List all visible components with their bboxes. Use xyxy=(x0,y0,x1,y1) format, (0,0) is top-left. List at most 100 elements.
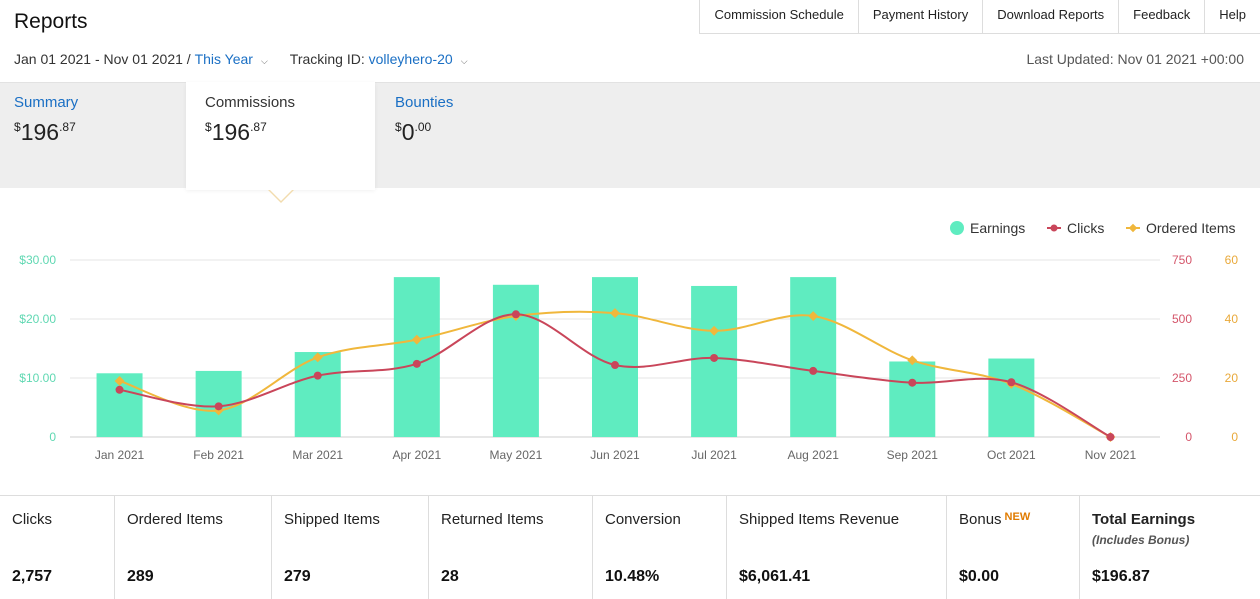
tab-label: Summary xyxy=(14,94,79,111)
feedback-link[interactable]: Feedback xyxy=(1119,0,1206,34)
tab-bounties[interactable]: Bounties $0.00 xyxy=(381,82,571,190)
download-reports-link[interactable]: Download Reports xyxy=(983,0,1120,34)
y-right-clicks-tick-label: 0 xyxy=(1185,430,1192,444)
point-clicks xyxy=(809,366,818,375)
tab-commissions[interactable]: Commissions $196.87 xyxy=(186,82,375,190)
x-tick-label: Sep 2021 xyxy=(887,448,939,462)
point-clicks xyxy=(214,402,223,411)
stat-value: 279 xyxy=(284,568,311,585)
x-tick-label: Mar 2021 xyxy=(292,448,343,462)
point-clicks xyxy=(908,378,917,387)
stat-label: Total Earnings xyxy=(1092,511,1196,528)
tab-amount: $0.00 xyxy=(395,119,432,145)
point-ordered-items xyxy=(907,355,918,366)
stat-clicks: Clicks 2,757 xyxy=(0,496,115,599)
x-tick-label: Apr 2021 xyxy=(392,448,441,462)
stat-shipped-items-revenue: Shipped Items Revenue $6,061.41 xyxy=(727,496,947,599)
bar-earnings xyxy=(492,284,539,437)
y-right-clicks-tick-label: 750 xyxy=(1172,253,1192,267)
stat-ordered-items: Ordered Items 289 xyxy=(115,496,272,599)
x-tick-label: Oct 2021 xyxy=(987,448,1036,462)
point-clicks xyxy=(115,385,124,394)
legend-label: Clicks xyxy=(1067,220,1104,236)
point-clicks xyxy=(1106,433,1115,441)
stat-value: 2,757 xyxy=(12,568,53,585)
period-dropdown[interactable]: This Year xyxy=(194,51,253,67)
point-clicks xyxy=(1007,378,1016,387)
tab-summary[interactable]: Summary $196.87 xyxy=(0,82,186,190)
stat-label: Ordered Items xyxy=(127,511,223,528)
y-left-tick-label: $30.00 xyxy=(19,253,56,267)
tab-label: Commissions xyxy=(205,94,296,111)
point-ordered-items xyxy=(114,376,125,386)
point-clicks xyxy=(611,361,619,370)
point-clicks xyxy=(313,371,322,380)
legend-label: Earnings xyxy=(970,220,1025,236)
chevron-down-icon[interactable]: ⌵ xyxy=(460,55,468,66)
stat-value: 10.48% xyxy=(605,568,660,585)
tracking-id-dropdown[interactable]: volleyhero-20 xyxy=(368,51,453,67)
point-clicks xyxy=(710,353,719,362)
x-tick-label: Nov 2021 xyxy=(1085,448,1137,462)
stat-value: 28 xyxy=(441,568,459,585)
stat-conversion: Conversion 10.48% xyxy=(593,496,727,599)
y-left-tick-label: $20.00 xyxy=(19,312,56,326)
new-badge: NEW xyxy=(1004,511,1031,523)
stat-total-earnings: Total Earnings (Includes Bonus) $196.87 xyxy=(1080,496,1260,599)
y-right-items-tick-label: 20 xyxy=(1225,371,1239,385)
stat-value: $6,061.41 xyxy=(739,568,811,585)
stat-returned-items: Returned Items 28 xyxy=(429,496,593,599)
stat-label: Clicks xyxy=(12,511,52,528)
tab-amount: $196.87 xyxy=(14,119,76,145)
y-left-tick-label: $10.00 xyxy=(19,371,56,385)
x-tick-label: Aug 2021 xyxy=(787,448,839,462)
last-updated-text: Last Updated: Nov 01 2021 +00:00 xyxy=(1026,51,1244,67)
bar-earnings xyxy=(294,352,341,437)
stats-bar: Clicks 2,757 Ordered Items 289 Shipped I… xyxy=(0,495,1260,599)
earnings-chart: 0 $10.00 $20.00 $30.00 0 250 500 750 0 20 40 60 Jan … xyxy=(0,200,1260,490)
y-right-clicks-tick-label: 500 xyxy=(1172,312,1192,326)
bar-earnings xyxy=(592,277,638,437)
x-tick-label: Jul 2021 xyxy=(691,448,737,462)
stat-bonus: Bonus NEW $0.00 xyxy=(947,496,1080,599)
stat-label: Shipped Items xyxy=(284,511,380,528)
date-range-text: Jan 01 2021 - Nov 01 2021 / xyxy=(14,51,191,67)
point-ordered-items xyxy=(709,325,720,336)
y-right-clicks-tick-label: 250 xyxy=(1172,371,1192,385)
tab-label: Bounties xyxy=(395,94,454,111)
stat-value: $196.87 xyxy=(1092,568,1150,585)
point-clicks xyxy=(412,359,421,368)
payment-history-link[interactable]: Payment History xyxy=(859,0,984,34)
stat-label: Bonus NEW xyxy=(959,511,1031,528)
point-ordered-items xyxy=(808,311,819,321)
filter-bar: Jan 01 2021 - Nov 01 2021 / This Year ⌵ … xyxy=(14,51,490,67)
tracking-id-label: Tracking ID: xyxy=(289,51,365,67)
stat-label: Returned Items xyxy=(441,511,544,528)
y-right-items-tick-label: 60 xyxy=(1225,253,1239,267)
x-tick-label: May 2021 xyxy=(490,448,543,462)
bar-earnings xyxy=(790,277,837,437)
chevron-down-icon[interactable]: ⌵ xyxy=(260,55,268,66)
bar-earnings xyxy=(988,358,1035,437)
top-nav: Commission Schedule Payment History Down… xyxy=(699,0,1260,34)
stat-sublabel: (Includes Bonus) xyxy=(1092,533,1190,547)
stat-label: Conversion xyxy=(605,511,681,528)
chart-svg: 0 $10.00 $20.00 $30.00 0 250 500 750 0 20 40 60 Jan … xyxy=(19,220,1239,462)
page-title: Reports xyxy=(14,10,88,33)
bar-earnings xyxy=(889,361,936,437)
stat-value: 289 xyxy=(127,568,154,585)
legend-marker-clicks xyxy=(1050,224,1058,232)
y-right-items-tick-label: 40 xyxy=(1225,312,1239,326)
point-clicks xyxy=(511,310,520,319)
tab-amount: $196.87 xyxy=(205,119,267,145)
help-link[interactable]: Help xyxy=(1219,7,1246,22)
x-tick-label: Jan 2021 xyxy=(95,448,145,462)
commission-schedule-link[interactable]: Commission Schedule xyxy=(700,0,859,34)
x-tick-label: Jun 2021 xyxy=(590,448,640,462)
legend-marker-earnings xyxy=(950,221,964,235)
stat-value: $0.00 xyxy=(959,568,1000,585)
legend-marker-ordered-items xyxy=(1128,223,1138,233)
active-tab-pointer xyxy=(268,189,294,203)
y-right-items-tick-label: 0 xyxy=(1231,430,1238,444)
y-left-tick-label: 0 xyxy=(49,430,56,444)
